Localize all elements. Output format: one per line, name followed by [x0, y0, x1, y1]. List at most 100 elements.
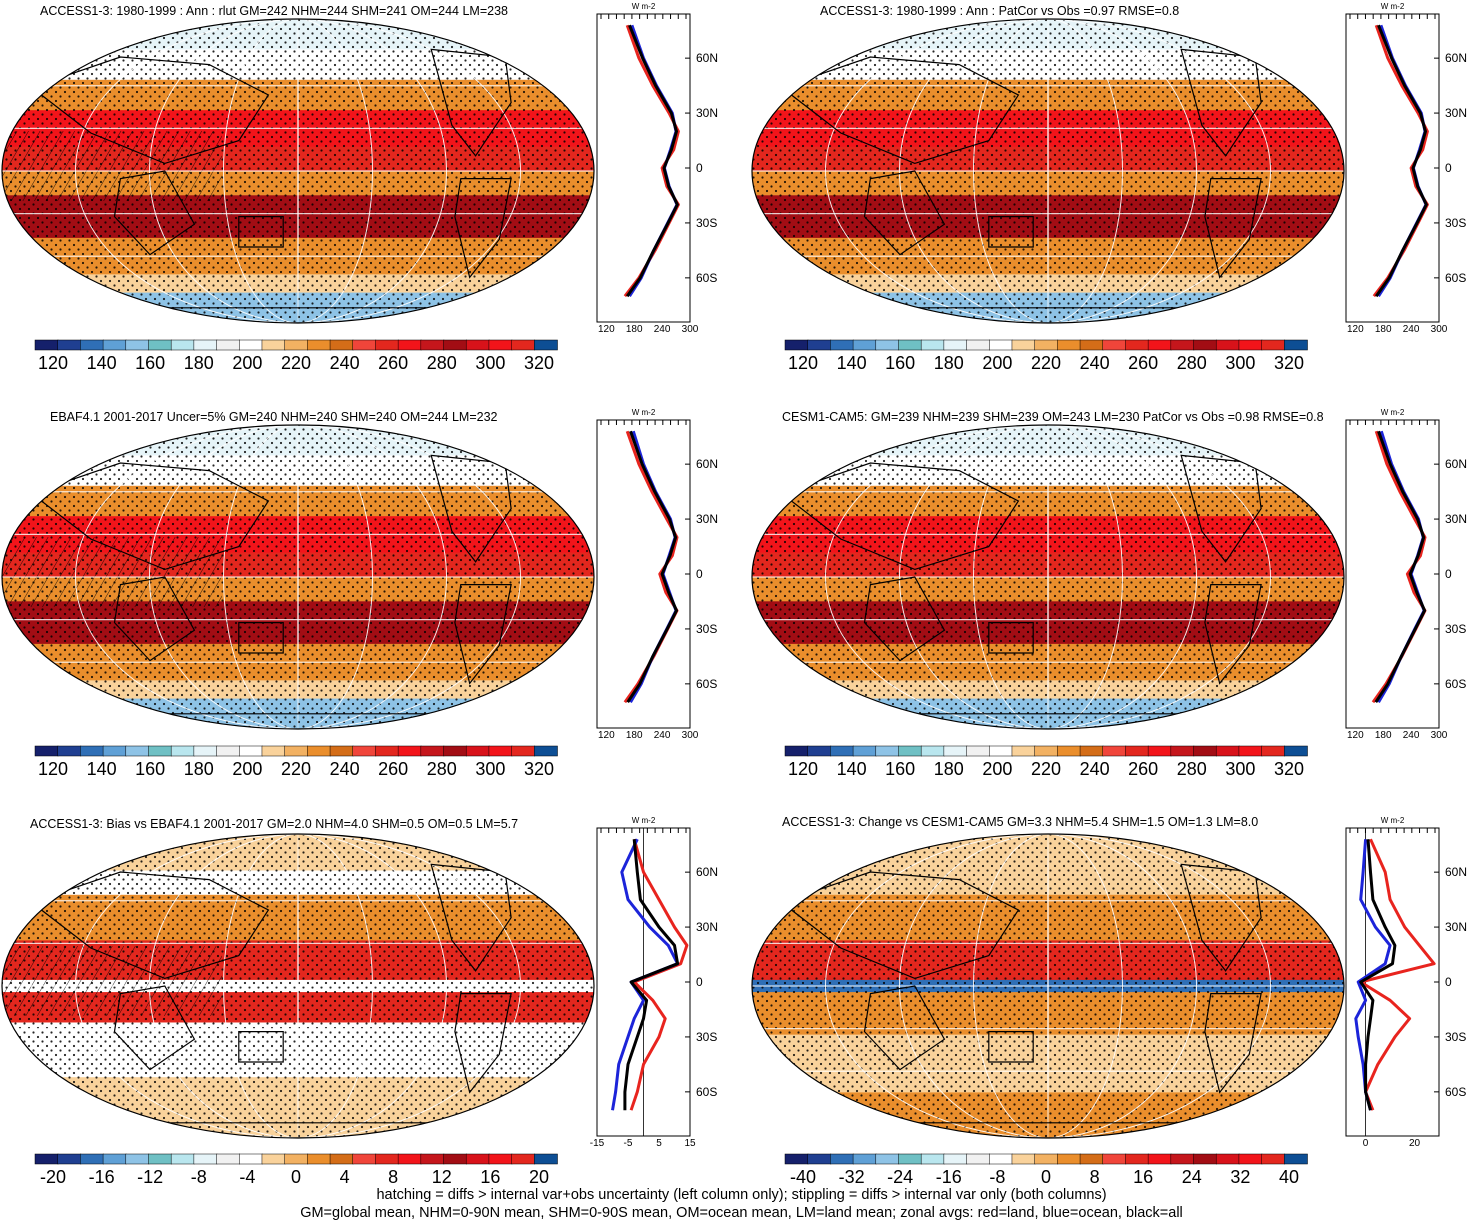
zonal-x-tick-label: 120 — [1346, 730, 1364, 741]
colorbar-swatch — [352, 745, 377, 757]
longitude-line — [75, 425, 521, 729]
colorbar-tick-label: -24 — [887, 1167, 914, 1187]
zonal-x-tick-label: 20 — [1408, 1138, 1421, 1149]
zonal-x-tick-label: 15 — [684, 1138, 696, 1149]
colorbar-swatch — [830, 339, 854, 351]
colorbar-swatch — [511, 745, 536, 757]
coastline — [113, 576, 196, 662]
colorbar-swatch — [1011, 339, 1036, 351]
zonal-x-tick-label: 300 — [681, 324, 699, 335]
units-label: W m-2 — [1380, 2, 1405, 11]
longitude-line — [899, 425, 1197, 729]
coastline — [863, 985, 946, 1071]
coastline — [988, 622, 1034, 654]
map-panel-1 — [2, 19, 594, 323]
hatching — [2, 537, 222, 607]
zonal-x-tick-label: 240 — [1402, 324, 1420, 335]
colorbar-tick-label: 240 — [1079, 353, 1110, 373]
colorbar-1 — [34, 339, 558, 351]
colorbar-swatch — [397, 339, 422, 351]
colorbar-tick-label: 8 — [388, 1167, 399, 1187]
colorbar-tick-label: 220 — [1030, 759, 1062, 779]
colorbar-swatch — [875, 745, 900, 757]
colorbar-swatch — [966, 1153, 991, 1165]
colorbar-swatch — [284, 745, 309, 757]
colorbar-swatch — [239, 339, 263, 351]
colorbar-swatch — [1034, 339, 1059, 351]
lat-tick-label: 60S — [696, 1084, 718, 1099]
zonal-x-tick-label: -5 — [623, 1138, 633, 1149]
colorbar-swatch — [125, 1153, 150, 1165]
zonal-x-tick-label: 120 — [1346, 324, 1364, 335]
colorbar-tick-label: -40 — [789, 1167, 817, 1187]
colorbar-tick-label: 320 — [1273, 759, 1305, 779]
colorbar-swatch — [488, 1153, 513, 1165]
lat-tick-label: 30S — [1445, 1029, 1467, 1044]
coastline — [988, 1031, 1034, 1063]
colorbar-tick-label: 280 — [1176, 353, 1207, 373]
zonal-x-tick-label: -15 — [589, 1138, 605, 1149]
colorbar-tick-label: 160 — [135, 353, 166, 373]
longitude-line — [1047, 834, 1049, 1138]
colorbar-swatch — [898, 1153, 922, 1165]
lat-tick-label: 60S — [1445, 1084, 1467, 1099]
colorbar-swatch — [102, 1153, 127, 1165]
colorbar-swatch — [1079, 745, 1104, 757]
zonal-x-tick-label: 240 — [653, 324, 671, 335]
colorbar-swatch — [375, 745, 399, 757]
colorbar-tick-label: 300 — [1225, 759, 1256, 779]
coastline — [780, 462, 1020, 571]
colorbar-swatch — [989, 1153, 1013, 1165]
lat-tick-label: 60S — [1445, 270, 1467, 285]
colorbar-tick-label: 140 — [836, 759, 867, 779]
colorbar-tick-label: 180 — [933, 759, 964, 779]
colorbar-swatch — [1011, 1153, 1036, 1165]
colorbar-swatch — [465, 339, 490, 351]
colorbar-swatch — [239, 1153, 263, 1165]
longitude-line — [899, 834, 1197, 1138]
colorbar-swatch — [352, 1153, 377, 1165]
colorbar-swatch — [1034, 1153, 1059, 1165]
colorbar-tick-label: 260 — [378, 353, 409, 373]
colorbar-swatch — [807, 745, 832, 757]
lat-tick-label: 0 — [696, 161, 703, 175]
colorbar-swatch — [1102, 1153, 1127, 1165]
colorbar-swatch — [465, 1153, 490, 1165]
colorbar-swatch — [80, 1153, 104, 1165]
colorbar-tick-label: 140 — [836, 353, 867, 373]
colorbar-swatch — [1034, 745, 1059, 757]
colorbar-tick-label: 300 — [475, 353, 506, 373]
longitude-line — [75, 19, 521, 323]
longitude-line — [223, 425, 373, 729]
zonal-x-tick-label: 300 — [681, 730, 699, 741]
longitude-line — [297, 834, 299, 1138]
colorbar-swatch — [193, 745, 218, 757]
colorbar-swatch — [898, 745, 922, 757]
panel-title-5: ACCESS1-3: Bias vs EBAF4.1 2001-2017 GM=… — [30, 817, 519, 831]
colorbar-swatch — [534, 745, 558, 757]
colorbar-swatch — [34, 745, 59, 757]
colorbar-swatch — [807, 339, 832, 351]
colorbar-swatch — [875, 339, 900, 351]
colorbar-swatch — [1147, 339, 1172, 351]
colorbar-swatch — [329, 745, 354, 757]
colorbar-swatch — [216, 339, 241, 351]
colorbar-swatch — [193, 339, 218, 351]
colorbar-tick-label: 200 — [982, 759, 1013, 779]
footer-note-1: hatching = diffs > internal var+obs unce… — [376, 1187, 1107, 1203]
colorbar-6 — [784, 1153, 1308, 1165]
colorbar-swatch — [102, 339, 127, 351]
units-label: W m-2 — [631, 816, 656, 825]
zonal-mean-plot-3 — [596, 419, 691, 729]
colorbar-tick-label: 0 — [290, 1167, 302, 1187]
colorbar-swatch — [1125, 745, 1149, 757]
colorbar-swatch — [966, 339, 991, 351]
colorbar-tick-label: 220 — [280, 759, 312, 779]
panel-title-4: CESM1-CAM5: GM=239 NHM=239 SHM=239 OM=24… — [782, 410, 1324, 424]
longitude-line — [223, 19, 373, 323]
lat-tick-label: 60N — [696, 457, 719, 472]
colorbar-2 — [784, 339, 1308, 351]
colorbar-swatch — [261, 1153, 286, 1165]
colorbar-swatch — [102, 745, 127, 757]
colorbar-swatch — [1238, 339, 1263, 351]
